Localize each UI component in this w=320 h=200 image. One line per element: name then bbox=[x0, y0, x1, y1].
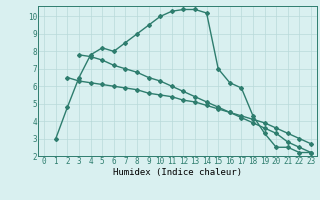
X-axis label: Humidex (Indice chaleur): Humidex (Indice chaleur) bbox=[113, 168, 242, 177]
